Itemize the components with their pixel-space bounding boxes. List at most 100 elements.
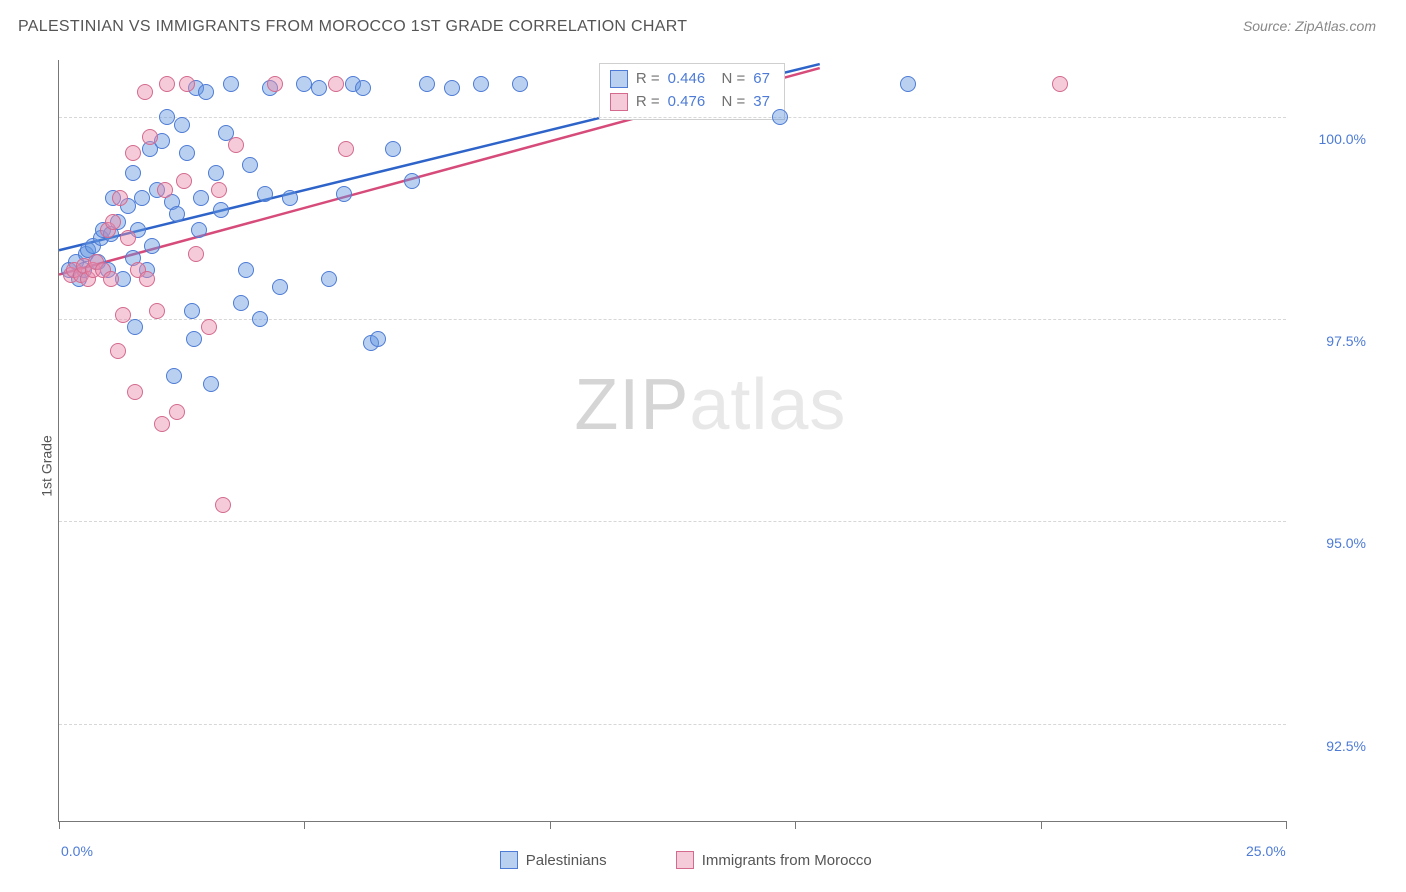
scatter-point — [213, 202, 229, 218]
scatter-point — [228, 137, 244, 153]
scatter-point — [157, 182, 173, 198]
scatter-point — [137, 84, 153, 100]
legend-row: R = 0.446 N = 67 — [610, 68, 770, 91]
y-axis-label: 1st Grade — [39, 435, 55, 496]
gridline — [59, 117, 1286, 118]
scatter-point — [900, 76, 916, 92]
plot-area: ZIPatlas R = 0.446 N = 67R = 0.476 N = 3… — [58, 60, 1286, 822]
trend-lines — [59, 60, 1286, 821]
scatter-point — [203, 376, 219, 392]
scatter-point — [188, 246, 204, 262]
scatter-point — [223, 76, 239, 92]
scatter-point — [112, 190, 128, 206]
scatter-point — [311, 80, 327, 96]
scatter-point — [166, 368, 182, 384]
scatter-point — [338, 141, 354, 157]
scatter-point — [473, 76, 489, 92]
gridline — [59, 319, 1286, 320]
scatter-point — [191, 222, 207, 238]
scatter-point — [328, 76, 344, 92]
scatter-point — [127, 384, 143, 400]
chart-container: 1st Grade ZIPatlas R = 0.446 N = 67R = 0… — [18, 50, 1396, 882]
scatter-point — [282, 190, 298, 206]
watermark: ZIPatlas — [574, 364, 846, 446]
legend-swatch — [610, 93, 628, 111]
legend-swatch — [610, 70, 628, 88]
legend-label: Palestinians — [526, 852, 607, 869]
legend-swatch — [676, 851, 694, 869]
scatter-point — [336, 186, 352, 202]
scatter-point — [321, 271, 337, 287]
scatter-point — [1052, 76, 1068, 92]
scatter-point — [252, 311, 268, 327]
scatter-point — [242, 157, 258, 173]
scatter-point — [159, 109, 175, 125]
chart-title: PALESTINIAN VS IMMIGRANTS FROM MOROCCO 1… — [18, 18, 687, 36]
scatter-point — [355, 80, 371, 96]
x-tick — [304, 821, 305, 829]
scatter-point — [444, 80, 460, 96]
scatter-point — [419, 76, 435, 92]
scatter-point — [139, 271, 155, 287]
x-tick — [1286, 821, 1287, 829]
scatter-point — [169, 206, 185, 222]
x-tick — [1041, 821, 1042, 829]
scatter-point — [512, 76, 528, 92]
legend-label: Immigrants from Morocco — [702, 852, 872, 869]
scatter-point — [296, 76, 312, 92]
scatter-point — [176, 173, 192, 189]
scatter-point — [103, 271, 119, 287]
scatter-point — [184, 303, 200, 319]
scatter-point — [193, 190, 209, 206]
scatter-point — [120, 230, 136, 246]
x-tick — [550, 821, 551, 829]
y-tick-label: 97.5% — [1326, 333, 1366, 349]
legend-row: R = 0.476 N = 37 — [610, 91, 770, 114]
scatter-point — [127, 319, 143, 335]
x-tick-label: 0.0% — [61, 843, 93, 859]
bottom-legend-item: Immigrants from Morocco — [676, 851, 872, 869]
scatter-point — [233, 295, 249, 311]
scatter-point — [385, 141, 401, 157]
scatter-point — [169, 404, 185, 420]
scatter-point — [215, 497, 231, 513]
scatter-point — [272, 279, 288, 295]
gridline — [59, 724, 1286, 725]
scatter-point — [174, 117, 190, 133]
scatter-point — [211, 182, 227, 198]
scatter-point — [105, 214, 121, 230]
scatter-point — [772, 109, 788, 125]
scatter-point — [159, 76, 175, 92]
scatter-point — [238, 262, 254, 278]
scatter-point — [201, 319, 217, 335]
source-label: Source: ZipAtlas.com — [1243, 18, 1376, 34]
legend-swatch — [500, 851, 518, 869]
scatter-point — [267, 76, 283, 92]
correlation-legend: R = 0.446 N = 67R = 0.476 N = 37 — [599, 63, 785, 120]
scatter-point — [149, 303, 165, 319]
scatter-point — [404, 173, 420, 189]
scatter-point — [370, 331, 386, 347]
x-tick-label: 25.0% — [1246, 843, 1286, 859]
x-tick — [795, 821, 796, 829]
scatter-point — [179, 145, 195, 161]
scatter-point — [110, 343, 126, 359]
scatter-point — [179, 76, 195, 92]
gridline — [59, 521, 1286, 522]
bottom-legend-item: Palestinians — [500, 851, 607, 869]
scatter-point — [154, 416, 170, 432]
scatter-point — [144, 238, 160, 254]
y-tick-label: 100.0% — [1319, 131, 1366, 147]
scatter-point — [198, 84, 214, 100]
scatter-point — [208, 165, 224, 181]
scatter-point — [115, 307, 131, 323]
y-tick-label: 92.5% — [1326, 738, 1366, 754]
scatter-point — [134, 190, 150, 206]
scatter-point — [125, 145, 141, 161]
scatter-point — [142, 129, 158, 145]
scatter-point — [257, 186, 273, 202]
x-tick — [59, 821, 60, 829]
scatter-point — [125, 165, 141, 181]
y-tick-label: 95.0% — [1326, 535, 1366, 551]
scatter-point — [186, 331, 202, 347]
